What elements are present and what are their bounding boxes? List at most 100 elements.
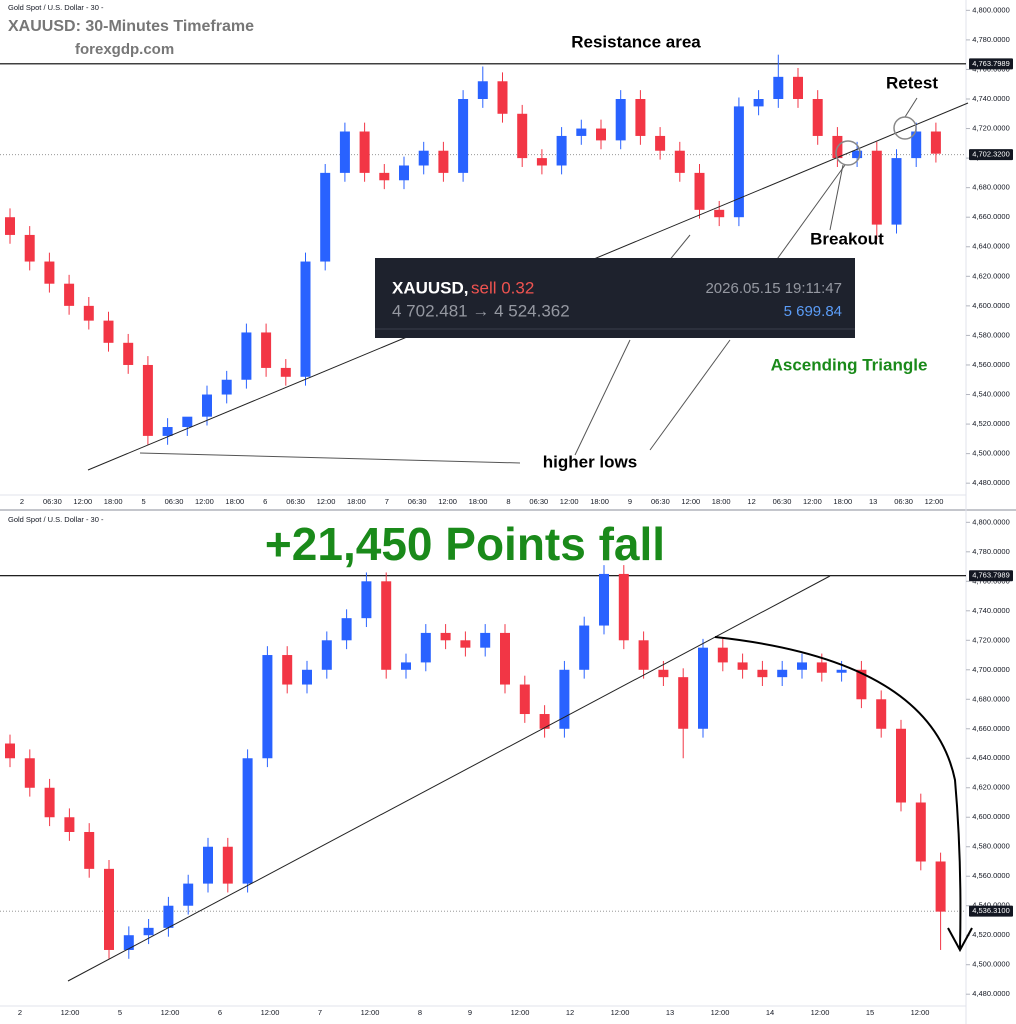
tooltip-time: 2026.05.15 19:11:47 xyxy=(705,280,842,297)
candle-body xyxy=(477,81,488,99)
retest-label: Retest xyxy=(886,73,938,92)
x-tick-label: 18:00 xyxy=(833,497,852,506)
candle-body xyxy=(104,868,114,950)
y-tick-label: 4,780.0000 xyxy=(972,35,1010,44)
y-tick-label: 4,560.0000 xyxy=(972,871,1010,880)
x-tick-label: 12:00 xyxy=(681,497,700,506)
y-tick-label: 4,640.0000 xyxy=(972,242,1010,251)
candle-body xyxy=(241,332,252,380)
candle-body xyxy=(935,861,946,912)
trade-tooltip xyxy=(375,258,855,338)
candle-body xyxy=(836,669,847,673)
x-tick-label: 12:00 xyxy=(811,1008,830,1017)
marks: 4,480.0000 4,500.0000 4,520.0000 4,540.0000… xyxy=(0,5,1013,1017)
candle-body xyxy=(871,150,882,225)
x-tick-label: 6 xyxy=(218,1008,222,1017)
y-tick-label: 4,680.0000 xyxy=(972,694,1010,703)
x-tick-label: 7 xyxy=(385,497,389,506)
y-tick-label: 4,480.0000 xyxy=(972,478,1010,487)
x-tick-label: 12:00 xyxy=(803,497,822,506)
pointer-line xyxy=(667,234,691,263)
candle-body xyxy=(599,573,609,626)
candle-body xyxy=(142,364,153,436)
resistance-label: Resistance area xyxy=(571,32,701,51)
candle-body xyxy=(556,135,567,166)
x-tick-label: 06:30 xyxy=(43,497,62,506)
candle-body xyxy=(458,99,469,173)
candle-body xyxy=(618,573,629,641)
x-tick-label: 06:30 xyxy=(286,497,305,506)
candle-body xyxy=(460,640,471,648)
candle-body xyxy=(64,283,75,306)
price-level-label: 4,702.3200 xyxy=(972,150,1010,159)
y-tick-label: 4,620.0000 xyxy=(972,783,1010,792)
candle-body xyxy=(596,128,606,141)
candle-body xyxy=(753,99,764,107)
y-tick-label: 4,700.0000 xyxy=(972,665,1010,674)
candle-body xyxy=(123,935,134,950)
breakout-label: Breakout xyxy=(810,229,884,248)
y-tick-label: 4,600.0000 xyxy=(972,812,1010,821)
candle-body xyxy=(579,625,590,670)
candle-body xyxy=(876,699,887,729)
x-tick-label: 14 xyxy=(766,1008,774,1017)
price-level-tag xyxy=(969,149,1013,161)
y-tick-label: 4,520.0000 xyxy=(972,930,1010,939)
candle-body xyxy=(162,427,173,436)
x-tick-label: 06:30 xyxy=(773,497,792,506)
candle-body xyxy=(64,817,75,832)
x-tick-label: 12:00 xyxy=(438,497,457,506)
candle-body xyxy=(773,76,784,99)
x-tick-label: 2 xyxy=(18,1008,22,1017)
y-tick-label: 4,720.0000 xyxy=(972,635,1010,644)
x-tick-label: 12:00 xyxy=(317,497,336,506)
candle-body xyxy=(911,131,922,159)
candle-body xyxy=(339,131,350,173)
fall-arrowhead xyxy=(947,927,973,953)
candle-body xyxy=(517,113,528,159)
y-tick-label: 4,640.0000 xyxy=(972,753,1010,762)
candle-body xyxy=(143,927,154,936)
candle-body xyxy=(222,846,233,884)
x-tick-label: 9 xyxy=(628,497,632,506)
annotations: Gold Spot / U.S. Dollar - 30 - XAUUSD: 3… xyxy=(8,3,973,982)
price-level-label: 4,763.7989 xyxy=(972,571,1010,580)
price-level-tag xyxy=(969,570,1013,582)
candle-body xyxy=(103,320,114,343)
x-tick-label: 12:00 xyxy=(61,1008,80,1017)
tooltip-profit: 5 699.84 xyxy=(784,303,842,320)
x-tick-label: 18:00 xyxy=(469,497,488,506)
candle-body xyxy=(536,158,547,166)
symbol-label: Gold Spot / U.S. Dollar - 30 - xyxy=(8,3,104,12)
y-tick-label: 4,740.0000 xyxy=(972,94,1010,103)
candle-body xyxy=(717,647,728,663)
x-tick-label: 13 xyxy=(869,497,877,506)
candle-body xyxy=(361,581,372,619)
candle-body xyxy=(183,883,194,906)
price-level-tag xyxy=(969,58,1013,70)
y-tick-label: 4,540.0000 xyxy=(972,390,1010,399)
x-tick-label: 12:00 xyxy=(611,1008,630,1017)
pointer-line xyxy=(774,164,846,263)
candle-body xyxy=(559,669,570,729)
candle-body xyxy=(698,647,708,729)
price-level-label: 4,536.3100 xyxy=(972,906,1010,915)
headline: +21,450 Points fall xyxy=(265,518,665,570)
candle-body xyxy=(638,640,649,670)
y-tick-label: 4,620.0000 xyxy=(972,271,1010,280)
y-tick-label: 4,740.0000 xyxy=(972,606,1010,615)
x-tick-label: 12:00 xyxy=(711,1008,730,1017)
tooltip-side: sell 0.32 xyxy=(471,278,534,297)
y-tick-label: 4,580.0000 xyxy=(972,842,1010,851)
y-tick-label: 4,480.0000 xyxy=(972,989,1010,998)
x-tick-label: 06:30 xyxy=(408,497,427,506)
x-tick-label: 5 xyxy=(118,1008,122,1017)
x-tick-label: 15 xyxy=(866,1008,874,1017)
pointer-line xyxy=(649,339,731,451)
candle-body xyxy=(852,150,863,159)
tooltip-symbol: XAUUSD, xyxy=(392,278,469,297)
candle-body xyxy=(379,172,390,181)
y-tick-label: 4,680.0000 xyxy=(972,183,1010,192)
candle-body xyxy=(856,669,867,700)
